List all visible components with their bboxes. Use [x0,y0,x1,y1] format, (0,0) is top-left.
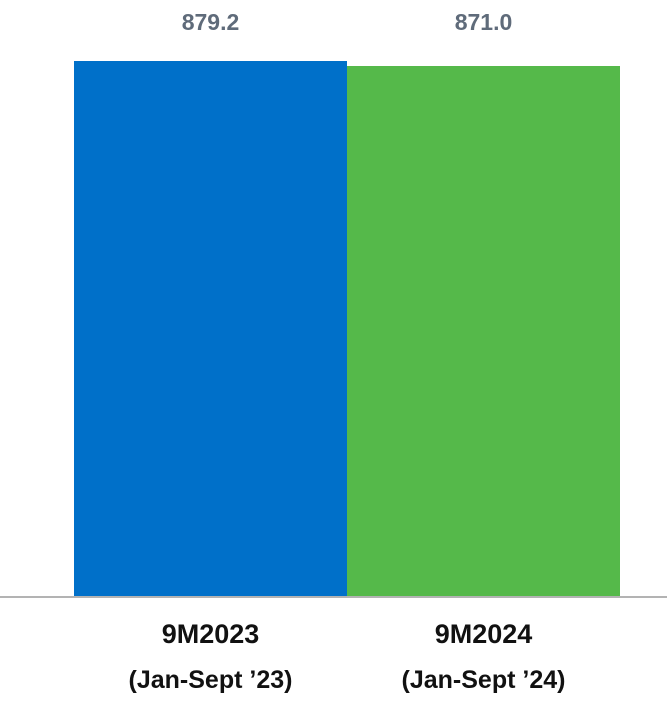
category-sublabel-9m2023: (Jan-Sept ’23) [129,666,293,694]
category-label-9m2023: 9M2023 [162,619,260,649]
category-sublabel-9m2024: (Jan-Sept ’24) [402,666,566,694]
category-label-9m2024: 9M2024 [435,619,533,649]
bar-9m2023 [74,61,347,597]
data-label-9m2024: 871.0 [455,9,513,35]
bar-9m2024 [347,65,620,598]
data-label-9m2023: 879.2 [182,9,240,35]
